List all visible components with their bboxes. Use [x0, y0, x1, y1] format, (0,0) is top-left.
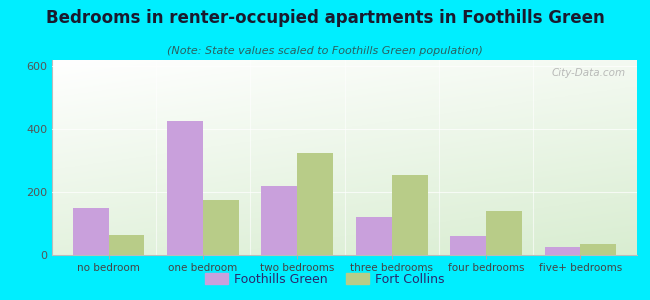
Legend: Foothills Green, Fort Collins: Foothills Green, Fort Collins [200, 268, 450, 291]
Text: Bedrooms in renter-occupied apartments in Foothills Green: Bedrooms in renter-occupied apartments i… [46, 9, 605, 27]
Bar [486, 211, 522, 255]
Bar [392, 175, 428, 255]
Bar [545, 247, 580, 255]
Bar [450, 236, 486, 255]
Bar [73, 208, 109, 255]
Bar [203, 200, 239, 255]
Bar [167, 121, 203, 255]
Bar [297, 153, 333, 255]
Text: (Note: State values scaled to Foothills Green population): (Note: State values scaled to Foothills … [167, 46, 483, 56]
Bar [109, 235, 144, 255]
Bar [356, 217, 392, 255]
Bar [261, 186, 297, 255]
Bar [580, 244, 616, 255]
Text: City-Data.com: City-Data.com [551, 68, 625, 78]
